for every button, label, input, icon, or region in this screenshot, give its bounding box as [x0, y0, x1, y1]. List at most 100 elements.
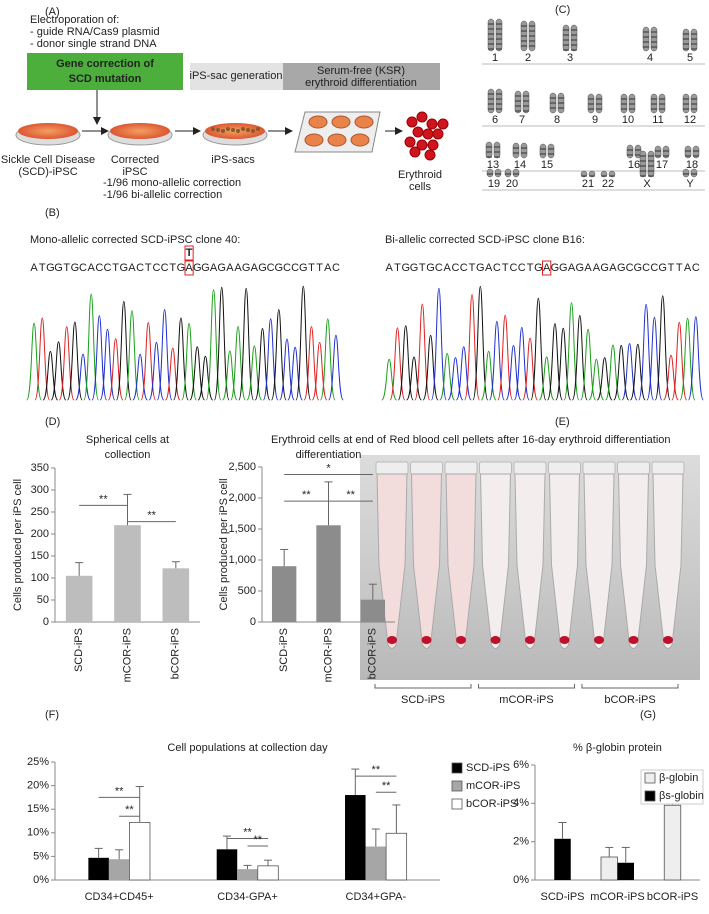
chromatogram-trace: [132, 353, 148, 401]
sac: [251, 129, 255, 133]
base-letter: A: [609, 262, 617, 274]
stage-box: [283, 63, 440, 90]
chromosome: [486, 168, 494, 178]
label: - guide RNA/Cas9 plasmid: [30, 26, 160, 38]
red-cell: [406, 116, 418, 128]
label: Erythroid: [398, 169, 442, 181]
y-tick-label: 500: [238, 585, 256, 597]
significance-label: **: [302, 489, 311, 501]
base-letter: C: [435, 262, 443, 274]
bar: [554, 838, 571, 880]
chromatogram-trace: [472, 285, 489, 401]
tube: [445, 473, 477, 649]
bar: [114, 525, 141, 622]
tube-cap: [582, 461, 616, 475]
chromosome: [494, 168, 502, 178]
well: [331, 115, 351, 129]
x-tick-label: mCOR-iPS: [121, 628, 133, 682]
chromosome-label: 16: [628, 159, 640, 171]
base-letter: G: [242, 262, 251, 274]
chromosome-label: 19: [488, 178, 500, 190]
bar: [237, 869, 258, 880]
chromatogram-trace: [530, 297, 547, 401]
chromatogram-trace: [638, 303, 655, 401]
base-letter: T: [527, 262, 534, 274]
y-tick-label: 4%: [513, 797, 529, 809]
chromatogram-trace: [319, 318, 336, 401]
sac: [211, 127, 215, 131]
x-tick-label: SCD-iPS: [540, 891, 584, 903]
chromosome: [690, 168, 698, 178]
y-tick-label: 2%: [513, 836, 529, 848]
panel-label: (B): [45, 207, 60, 219]
bar: [365, 846, 387, 880]
bar: [88, 857, 109, 880]
base-letter: G: [476, 262, 485, 274]
significance-label: **: [99, 493, 108, 505]
red-cell: [424, 149, 436, 161]
chromatogram-trace: [67, 321, 83, 401]
base-letter: C: [104, 262, 112, 274]
bar: [663, 804, 682, 881]
correction-box: [27, 53, 183, 90]
chromatogram-trace: [629, 343, 646, 401]
red-cell: [416, 111, 428, 123]
chromatogram-trace: [430, 287, 447, 401]
y-tick-label: 20%: [27, 780, 49, 792]
mutation-box: [542, 260, 552, 276]
y-tick-label: 0%: [513, 874, 529, 886]
chromosome-label: 10: [622, 114, 634, 126]
chromosome-label: 18: [686, 159, 698, 171]
chromosome-label: 14: [514, 159, 526, 171]
sac: [241, 127, 245, 131]
label: -1/96 bi-allelic correction: [103, 189, 222, 201]
chromatogram-trace: [497, 314, 514, 401]
pellet: [559, 636, 570, 644]
chromosome: [654, 145, 662, 159]
base-letter: T: [308, 262, 315, 274]
chromatogram-trace: [687, 316, 704, 401]
y-tick-label: 0: [250, 616, 256, 628]
legend-label: mCOR-iPS: [466, 780, 520, 792]
panel-label: (C): [555, 4, 570, 16]
y-tick-label: 50: [37, 594, 49, 606]
chromosome: [493, 141, 501, 159]
base-letter: T: [676, 262, 683, 274]
chromatogram-trace: [197, 355, 214, 401]
y-axis-label: Cells produced per iPS cell: [218, 478, 230, 610]
x-tick-label: SCD-iPS: [278, 628, 290, 672]
significance-label: **: [372, 764, 381, 776]
base-letter: C: [493, 262, 501, 274]
base-letter: A: [593, 262, 601, 274]
chromatogram-trace: [34, 317, 51, 401]
x-tick-label: bCOR-iPS: [367, 628, 379, 679]
base-letter: G: [201, 262, 210, 274]
y-tick-label: 5%: [33, 850, 49, 862]
chromosome: [487, 18, 495, 52]
chromosome: [682, 28, 690, 52]
base-letter: A: [443, 262, 451, 274]
base-letter: C: [460, 262, 468, 274]
stage-box: [190, 63, 283, 90]
panel-label: (E): [555, 416, 570, 428]
chromosome-label: 15: [541, 159, 553, 171]
base-letter: T: [145, 262, 152, 274]
base-letter: A: [88, 262, 96, 274]
base-letter: G: [426, 262, 435, 274]
base-letter: A: [185, 262, 193, 274]
mutation-box: [184, 245, 194, 261]
bar: [617, 862, 634, 880]
legend-label: β-globin: [659, 772, 698, 784]
y-tick-label: 2,500: [228, 461, 256, 473]
base-letter: G: [217, 262, 226, 274]
panel-label: (D): [45, 416, 60, 428]
well: [350, 133, 370, 147]
base-letter: T: [169, 262, 176, 274]
significance-label: **: [125, 804, 134, 816]
significance-label: **: [243, 826, 252, 838]
pellet: [456, 636, 466, 644]
base-letter: T: [469, 262, 476, 274]
bar: [385, 832, 408, 881]
base-letter: T: [39, 262, 46, 274]
group-bracket: [374, 684, 472, 689]
